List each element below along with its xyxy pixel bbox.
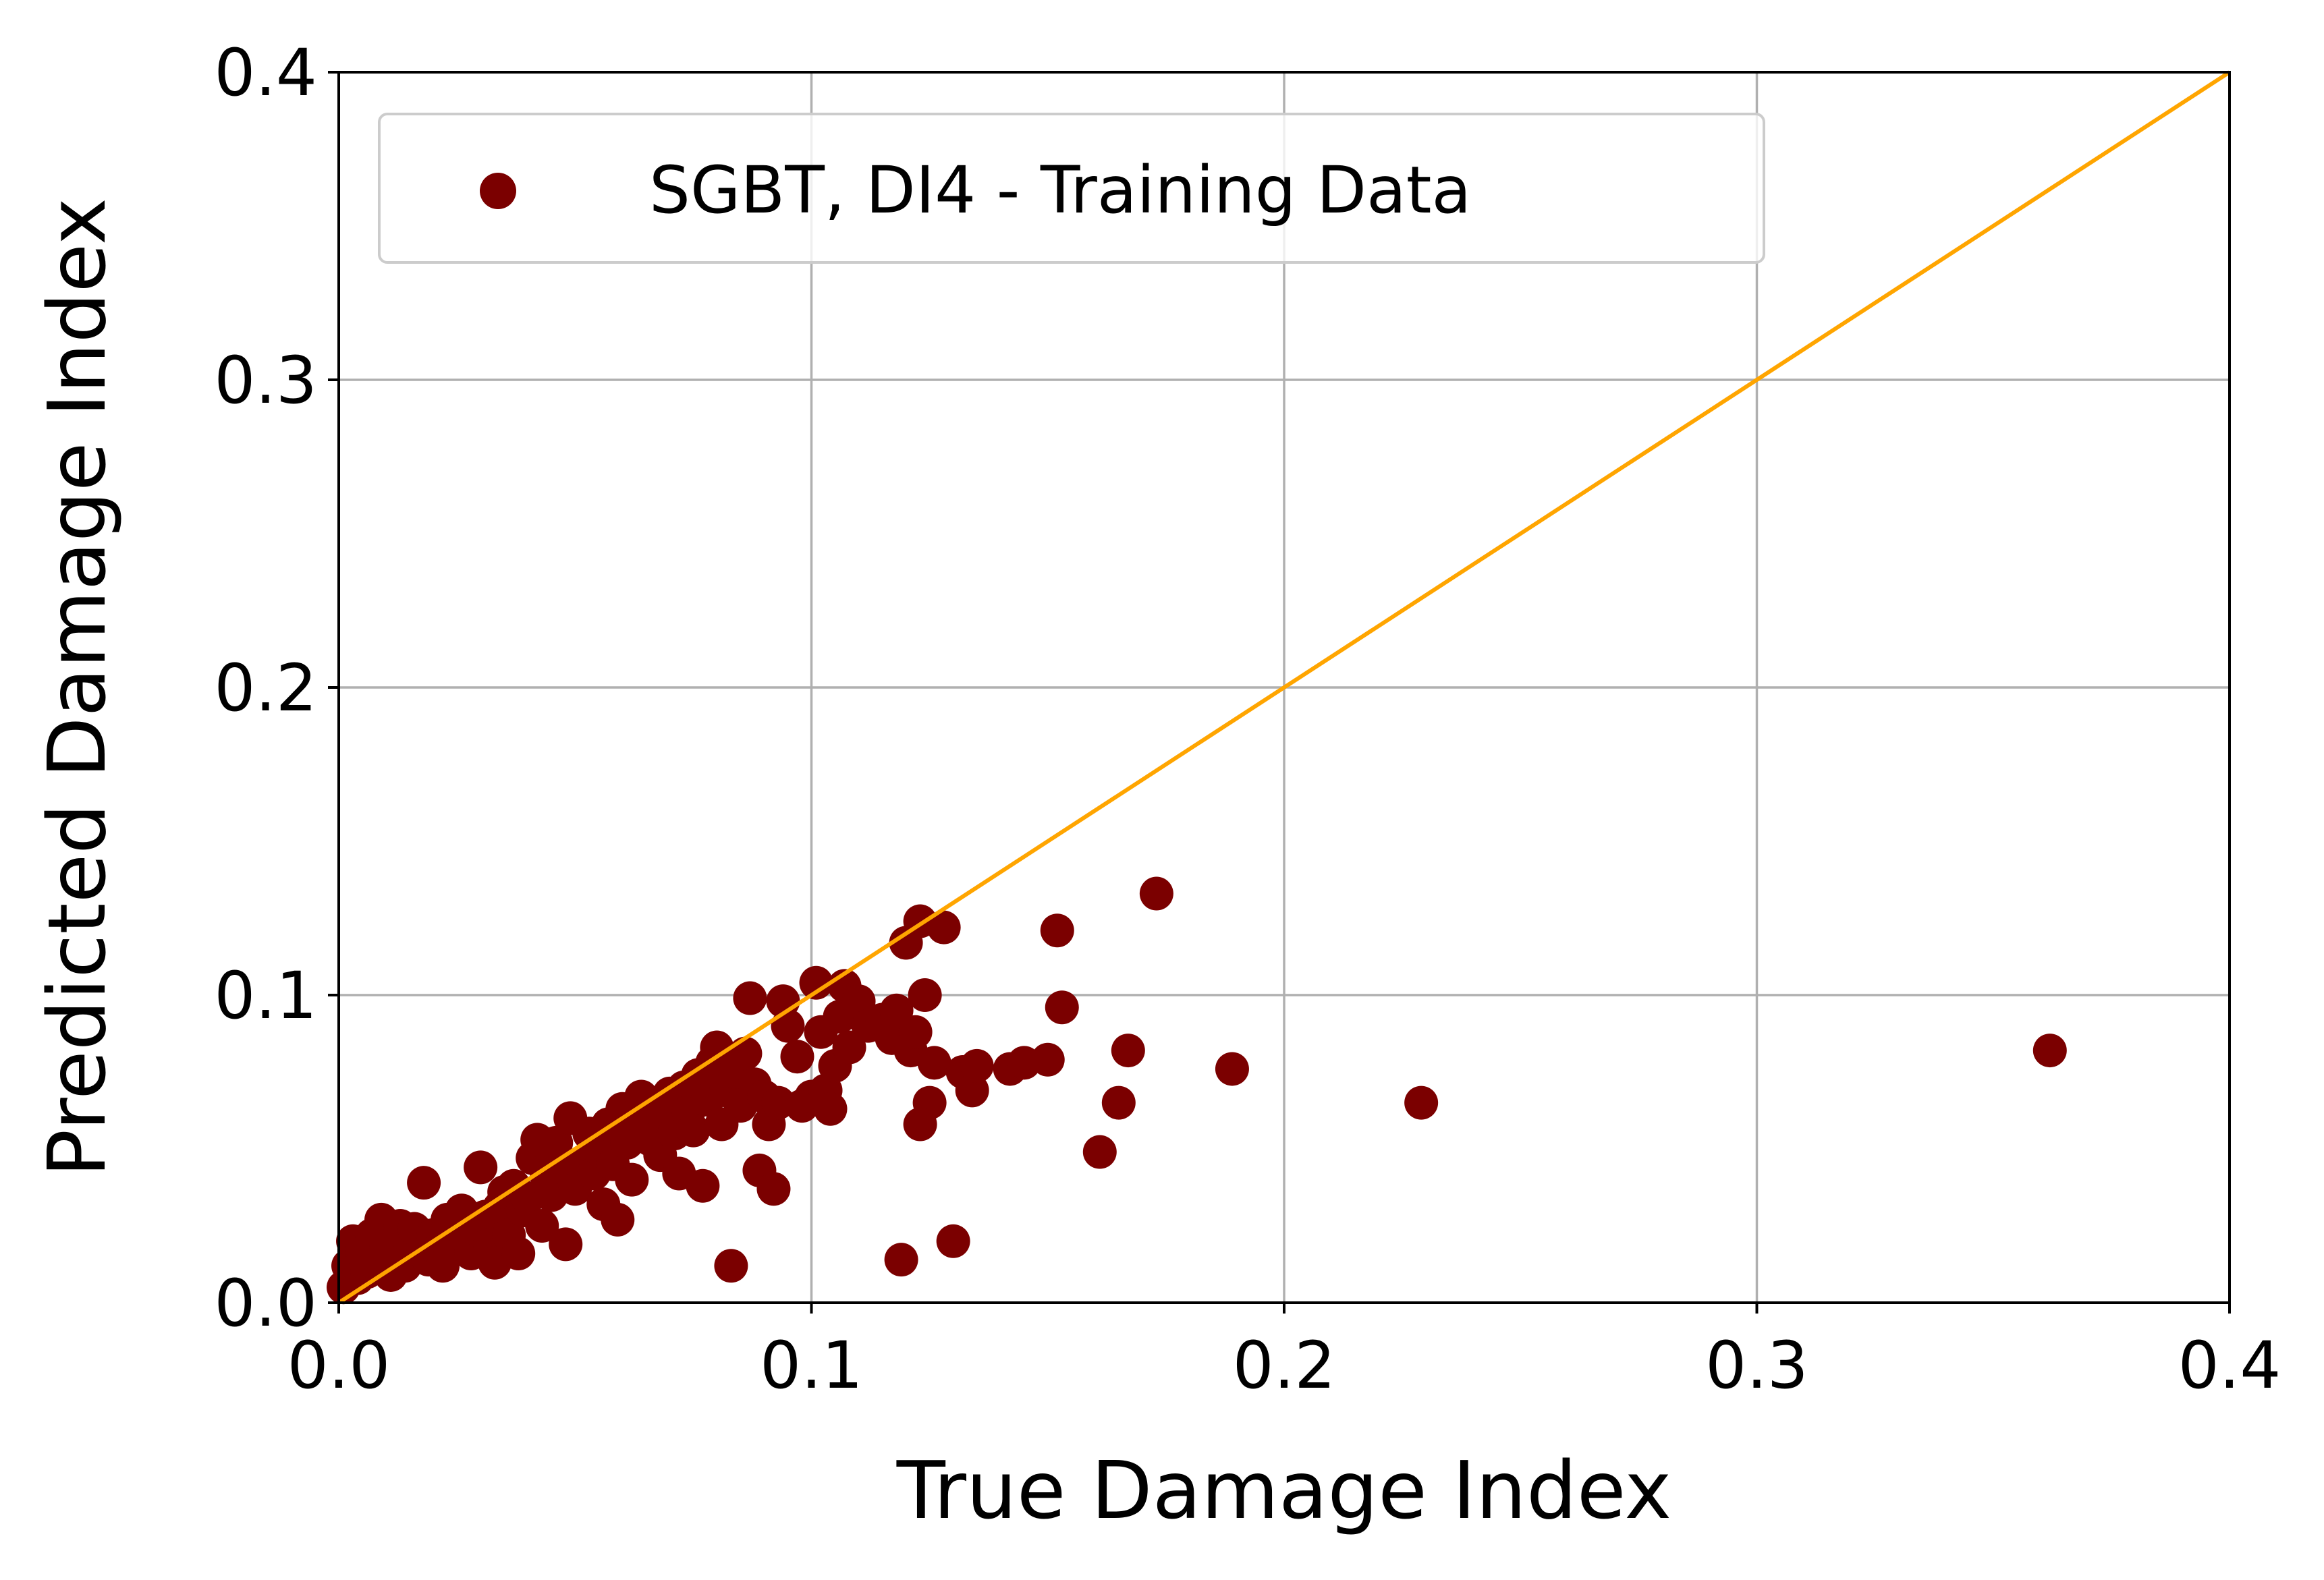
y-axis-title: Predicted Damage Index [30, 198, 123, 1177]
data-point [903, 1107, 937, 1141]
data-point [1215, 1052, 1249, 1086]
data-point [1139, 876, 1173, 911]
y-tick-label: 0.0 [214, 1266, 317, 1341]
data-point [926, 910, 961, 944]
x-axis-title: True Damage Index [896, 1444, 1671, 1537]
data-point [601, 1202, 635, 1237]
data-point [1045, 990, 1079, 1025]
data-point [407, 1166, 441, 1200]
data-point [799, 965, 833, 1000]
x-tick-label: 0.3 [1705, 1328, 1808, 1403]
axis-ticks: 0.0 0.1 0.2 0.3 0.4 0.0 0.1 0.2 0.3 0.4 [214, 35, 2281, 1403]
data-point [936, 1224, 970, 1258]
data-point [960, 1048, 994, 1083]
data-point [700, 1030, 734, 1065]
y-tick-label: 0.1 [214, 958, 317, 1034]
data-point [1030, 1042, 1065, 1077]
data-point [686, 1168, 720, 1203]
data-point [615, 1162, 649, 1197]
data-point [1404, 1085, 1439, 1120]
data-point [464, 1150, 498, 1185]
data-point [771, 1009, 805, 1043]
data-point [898, 1015, 933, 1049]
data-point [549, 1227, 583, 1262]
data-point [756, 1172, 791, 1206]
data-point [714, 1249, 748, 1283]
data-point [676, 1113, 711, 1148]
x-tick-label: 0.2 [1233, 1328, 1336, 1403]
data-point [1111, 1034, 1145, 1068]
data-point [501, 1237, 536, 1271]
data-point [1101, 1085, 1136, 1120]
identity-line [337, 70, 2231, 1305]
data-point [2032, 1034, 2067, 1068]
data-point [780, 1040, 814, 1074]
data-point [525, 1209, 559, 1243]
y-tick-label: 0.3 [214, 343, 317, 418]
data-point [728, 1036, 763, 1071]
legend: SGBT, DI4 - Training Data [378, 113, 1765, 264]
y-tick-label: 0.2 [214, 650, 317, 726]
x-tick-label: 0.1 [760, 1328, 863, 1403]
data-point [908, 978, 942, 1012]
data-point [1082, 1135, 1117, 1169]
data-point [1040, 913, 1074, 948]
data-point [917, 1046, 951, 1080]
legend-marker [480, 173, 516, 209]
legend-label: SGBT, DI4 - Training Data [649, 152, 1471, 228]
x-tick-label: 0.0 [287, 1328, 391, 1403]
data-point [884, 1243, 918, 1277]
data-point [813, 1092, 848, 1126]
data-point [733, 981, 767, 1015]
x-tick-label: 0.4 [2178, 1328, 2281, 1403]
reference-line-layer [337, 70, 2231, 1305]
legend-box [378, 113, 1765, 264]
y-tick-label: 0.4 [214, 35, 317, 111]
